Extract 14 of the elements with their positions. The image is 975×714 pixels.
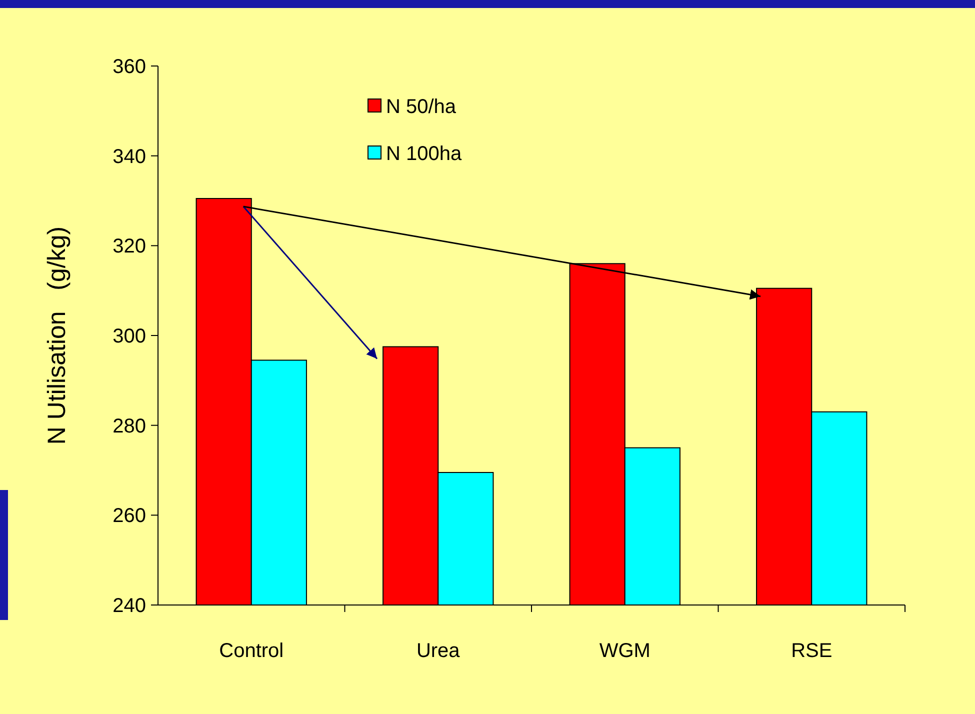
x-tick-label: RSE	[791, 640, 832, 662]
x-tick-label: Control	[219, 640, 284, 662]
y-tick-label: 260	[112, 505, 146, 528]
y-tick-label: 320	[112, 236, 146, 258]
y-tick-label: 360	[112, 56, 146, 78]
y-tick-label: 300	[112, 326, 146, 348]
x-tick-label: WGM	[599, 640, 650, 662]
y-axis-title: N Utilisation (g/kg)	[43, 226, 71, 445]
legend-label: N 50/ha	[386, 96, 457, 118]
y-tick-label: 240	[112, 595, 146, 617]
legend-label: N 100ha	[386, 143, 462, 165]
y-tick-label: 340	[112, 146, 146, 168]
x-tick-label: Urea	[416, 640, 461, 662]
y-tick-label: 280	[112, 415, 146, 438]
